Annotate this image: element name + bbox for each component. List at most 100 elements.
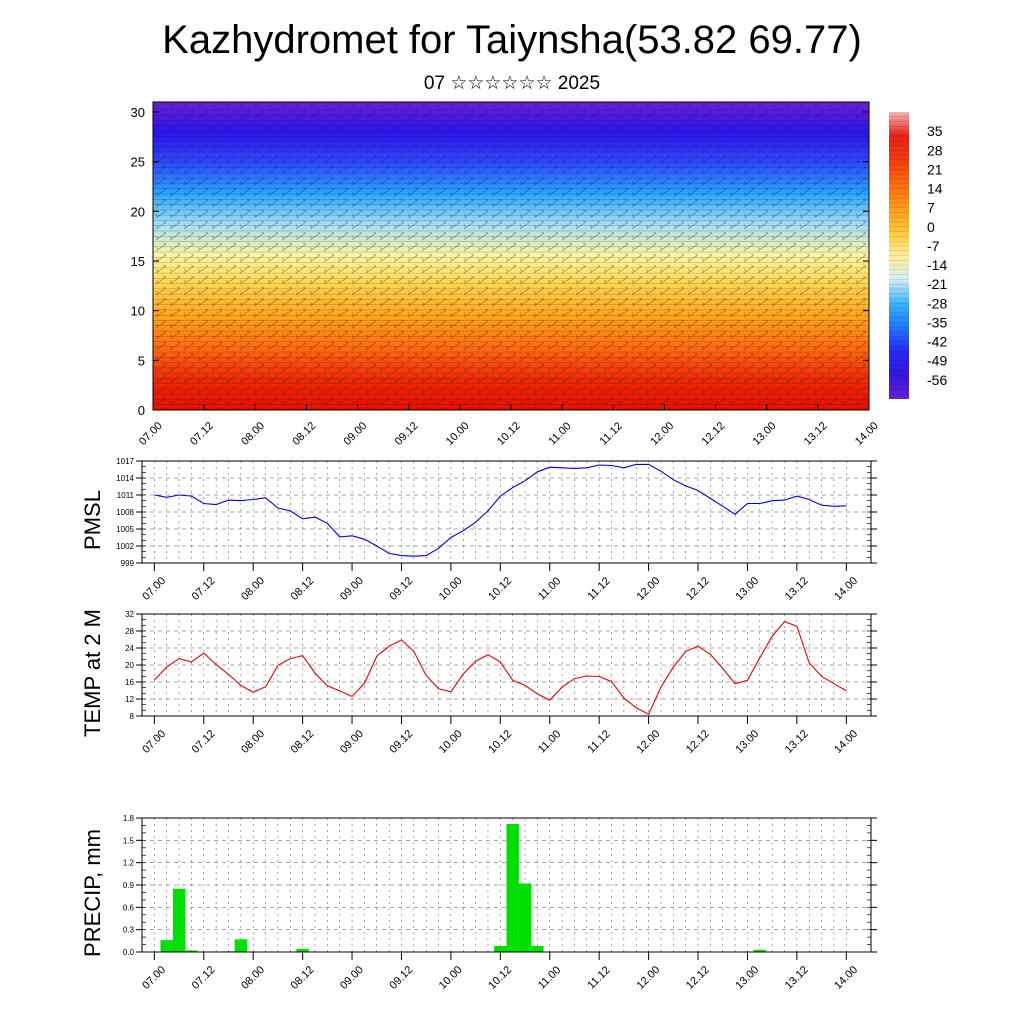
x-tick-label: 13.12 xyxy=(802,420,830,448)
y-tick-label: 1005 xyxy=(116,525,134,534)
x-tick-label: 07.12 xyxy=(190,728,218,756)
colorbar-fill xyxy=(889,112,909,399)
x-tick-label: 08.12 xyxy=(289,728,317,756)
x-tick-label: 13.12 xyxy=(783,728,811,756)
y-tick-label: 12 xyxy=(125,695,134,704)
x-tick-label: 14.00 xyxy=(853,420,881,448)
x-tick-label: 12.12 xyxy=(699,420,727,448)
x-tick-label: 13.00 xyxy=(733,728,761,756)
x-tick-label: 12.00 xyxy=(634,964,662,992)
y-tick-label: 24 xyxy=(125,644,134,653)
x-tick-label: 08.12 xyxy=(290,420,318,448)
colorbar-label: -21 xyxy=(927,276,947,292)
x-tick-label: 10.12 xyxy=(486,964,514,992)
temp-2m-panel: 8 12 16 20 24 28 32 07.00 07.12 08.00 08.12 09.00 09… xyxy=(80,609,877,756)
precip-bar xyxy=(296,949,309,952)
y-tick-label: 1014 xyxy=(116,474,134,483)
x-tick-label: 08.00 xyxy=(239,420,267,448)
x-tick-label: 09.12 xyxy=(387,575,415,603)
wind-barbs xyxy=(153,102,869,410)
x-tick-label: 07.12 xyxy=(190,575,218,603)
y-tick-label: 25 xyxy=(131,155,145,170)
y-tick-label: 1008 xyxy=(116,508,134,517)
series-line xyxy=(154,620,847,716)
colorbar-label: -28 xyxy=(927,295,947,311)
x-tick-label: 09.00 xyxy=(338,964,366,992)
x-tick-label: 09.00 xyxy=(338,575,366,603)
y-tick-label: 0 xyxy=(138,403,145,418)
x-tick-label: 12.12 xyxy=(684,964,712,992)
y-tick-label: 0.6 xyxy=(123,903,135,912)
x-tick-label: 13.00 xyxy=(751,420,779,448)
plot-frame xyxy=(141,613,872,717)
x-tick-label: 14.00 xyxy=(832,575,860,603)
x-tick-label: 11.00 xyxy=(546,420,573,447)
precip-panel: 0.0 0.3 0.6 0.9 1.2 1.5 1.8 07.00 07.12 08.00 08.1… xyxy=(80,814,877,992)
page-subtitle: 07 ☆☆☆☆☆☆ 2025 xyxy=(423,73,601,94)
y-tick-label: 999 xyxy=(121,559,135,568)
y-tick-label: 1002 xyxy=(116,542,134,551)
x-tick-label: 09.00 xyxy=(341,420,369,448)
y-tick-label: 1.2 xyxy=(123,859,135,868)
plot-frame xyxy=(141,817,872,953)
y-axis-label: TEMP at 2 M xyxy=(80,609,105,737)
precip-bar xyxy=(160,940,173,952)
y-tick-label: 10 xyxy=(131,304,145,319)
y-tick-label: 32 xyxy=(125,610,134,619)
y-tick-label: 15 xyxy=(131,254,145,269)
x-tick-label: 09.00 xyxy=(338,728,366,756)
pmsl-panel: 999 1002 1005 1008 1011 1014 1017 07.00 07.12 08.… xyxy=(80,457,877,603)
x-tick-label: 11.00 xyxy=(536,728,563,755)
y-tick-label: 8 xyxy=(130,712,135,721)
x-tick-label: 07.00 xyxy=(137,420,165,448)
x-tick-label: 08.00 xyxy=(239,728,267,756)
x-tick-label: 07.12 xyxy=(188,420,216,448)
y-axis-label: PRECIP, mm xyxy=(80,829,105,957)
y-tick-label: 1011 xyxy=(117,491,135,500)
x-tick-label: 11.00 xyxy=(536,575,563,602)
y-tick-label: 0.0 xyxy=(123,948,135,957)
y-tick-label: 5 xyxy=(138,353,145,368)
y-tick-label: 28 xyxy=(125,627,134,636)
precip-bar xyxy=(494,946,507,952)
x-tick-label: 11.00 xyxy=(536,964,563,991)
colorbar-label: -56 xyxy=(927,372,947,388)
x-tick-label: 07.00 xyxy=(140,964,168,992)
y-tick-label: 20 xyxy=(125,661,134,670)
temperature-colorbar: 35 28 21 14 7 0 -7 -14 -21 -28 -35 -42 -49 -56 xyxy=(889,112,947,399)
x-tick-label: 07.12 xyxy=(190,964,218,992)
y-tick-label: 1.5 xyxy=(123,836,135,845)
x-tick-label: 10.00 xyxy=(444,420,472,448)
precip-bar xyxy=(518,883,532,952)
y-tick-label: 1.8 xyxy=(123,814,135,823)
precip-bar xyxy=(531,946,544,952)
plot-frame xyxy=(141,460,872,564)
colorbar-label: 14 xyxy=(927,181,943,197)
x-tick-label: 08.12 xyxy=(289,964,317,992)
x-tick-label: 08.00 xyxy=(239,575,267,603)
colorbar-label: 7 xyxy=(927,200,935,216)
x-tick-label: 10.12 xyxy=(486,728,514,756)
x-tick-label: 13.00 xyxy=(733,964,761,992)
series-line xyxy=(154,463,847,557)
x-tick-label: 12.00 xyxy=(634,728,662,756)
colorbar-label: 28 xyxy=(927,142,943,158)
x-tick-label: 07.00 xyxy=(140,575,168,603)
x-tick-label: 12.12 xyxy=(684,575,712,603)
colorbar-label: -7 xyxy=(927,238,940,254)
height-temperature-section: 0 5 10 15 20 25 30 07.00 07.12 08.00 08.12 09.00 09.… xyxy=(131,101,881,448)
y-tick-label: 16 xyxy=(125,678,134,687)
colorbar-label: -49 xyxy=(927,353,947,369)
x-tick-label: 11.12 xyxy=(585,575,612,602)
colorbar-label: 0 xyxy=(927,219,935,235)
x-tick-label: 13.12 xyxy=(783,575,811,603)
y-axis-label: PMSL xyxy=(80,490,105,550)
x-tick-label: 11.12 xyxy=(597,420,624,447)
page-title: Kazhydromet for Taiynsha(53.82 69.77) xyxy=(162,18,862,62)
colorbar-label: -35 xyxy=(927,314,947,330)
x-tick-label: 14.00 xyxy=(832,728,860,756)
y-tick-label: 0.9 xyxy=(123,881,135,890)
colorbar-label: -14 xyxy=(927,257,947,273)
x-tick-label: 13.00 xyxy=(733,575,761,603)
